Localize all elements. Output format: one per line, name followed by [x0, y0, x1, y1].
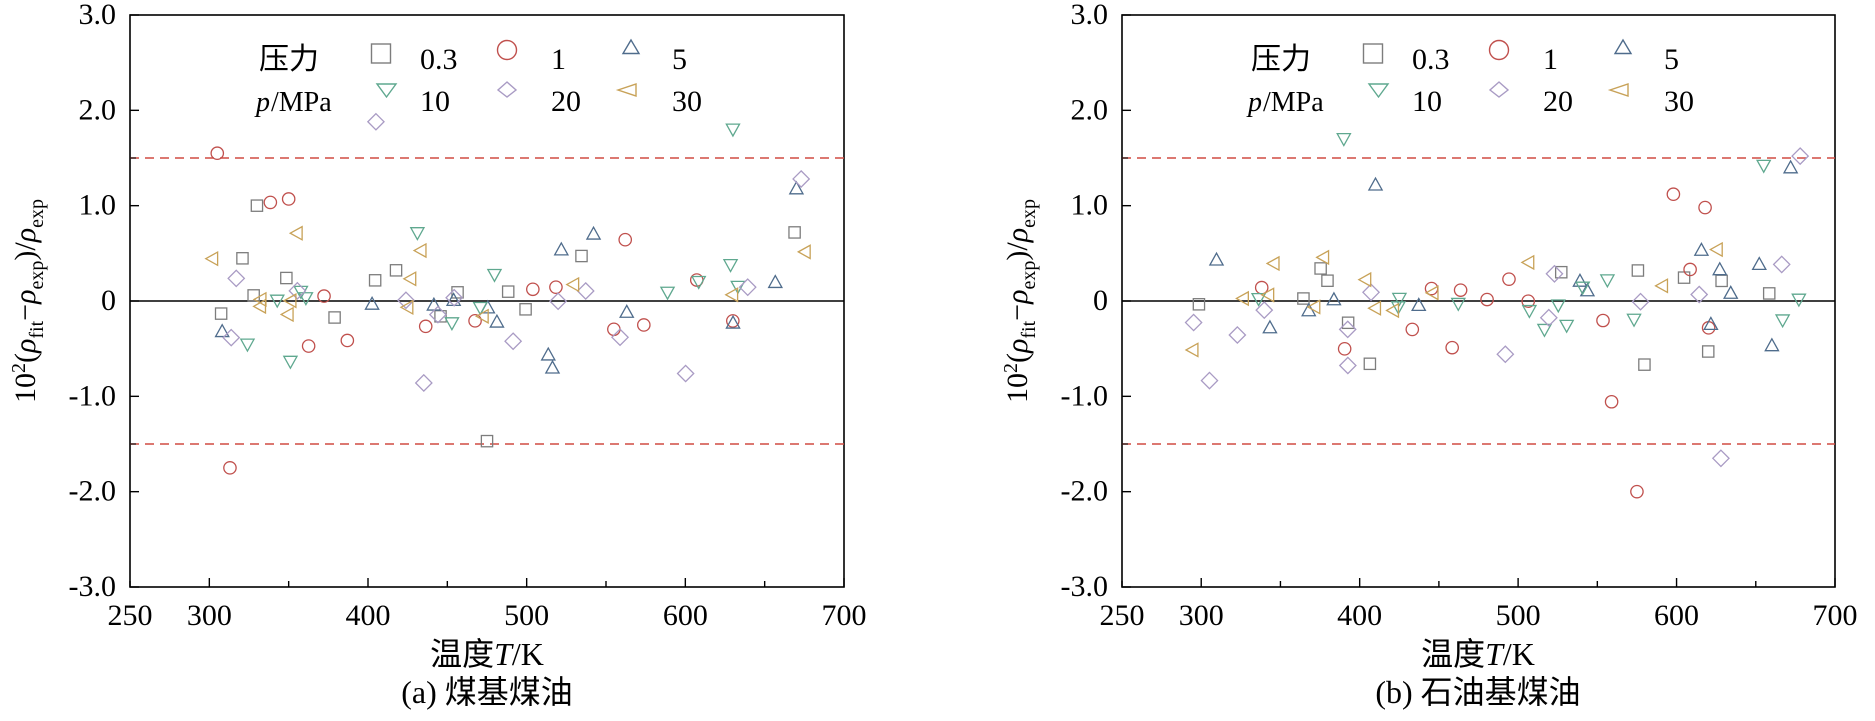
- svg-text:3.0: 3.0: [1071, 0, 1109, 31]
- svg-text:30: 30: [672, 85, 702, 118]
- svg-text:5: 5: [1664, 43, 1679, 76]
- svg-text:1.0: 1.0: [1071, 189, 1109, 222]
- svg-text:700: 700: [1813, 599, 1858, 632]
- svg-text:500: 500: [504, 599, 549, 632]
- svg-text:/MPa: /MPa: [1263, 87, 1324, 118]
- svg-text:-1.0: -1.0: [69, 379, 117, 412]
- svg-text:p: p: [1246, 87, 1262, 118]
- svg-text:250: 250: [1100, 599, 1145, 632]
- svg-text:/MPa: /MPa: [271, 87, 332, 118]
- svg-text:-2.0: -2.0: [1061, 475, 1109, 508]
- svg-text:10: 10: [1412, 85, 1442, 118]
- svg-text:30: 30: [1664, 85, 1694, 118]
- svg-text:600: 600: [663, 599, 708, 632]
- svg-text:400: 400: [1337, 599, 1382, 632]
- svg-text:2.0: 2.0: [1071, 93, 1109, 126]
- svg-text:1: 1: [551, 43, 566, 76]
- svg-text:300: 300: [1179, 599, 1224, 632]
- svg-text:-2.0: -2.0: [69, 475, 117, 508]
- svg-text:0.3: 0.3: [420, 43, 458, 76]
- svg-text:压力: 压力: [259, 43, 319, 76]
- svg-text:温度T/K: 温度T/K: [430, 636, 544, 672]
- svg-text:1: 1: [1543, 43, 1558, 76]
- svg-text:102(ρfit−ρexp)/ρexp: 102(ρfit−ρexp)/ρexp: [1000, 199, 1040, 403]
- svg-text:700: 700: [822, 599, 867, 632]
- svg-text:(b) 石油基煤油: (b) 石油基煤油: [1375, 674, 1580, 710]
- svg-text:250: 250: [108, 599, 153, 632]
- svg-text:3.0: 3.0: [79, 0, 117, 31]
- svg-text:(a) 煤基煤油: (a) 煤基煤油: [401, 674, 573, 710]
- svg-text:600: 600: [1654, 599, 1699, 632]
- svg-text:温度T/K: 温度T/K: [1421, 636, 1535, 672]
- svg-text:p: p: [254, 87, 270, 118]
- svg-text:0: 0: [101, 284, 116, 317]
- svg-text:20: 20: [1543, 85, 1573, 118]
- svg-text:0: 0: [1093, 284, 1108, 317]
- svg-text:400: 400: [346, 599, 391, 632]
- svg-text:-1.0: -1.0: [1061, 379, 1109, 412]
- svg-text:102(ρfit−ρexp)/ρexp: 102(ρfit−ρexp)/ρexp: [8, 199, 48, 403]
- svg-text:20: 20: [551, 85, 581, 118]
- svg-text:2.0: 2.0: [79, 93, 117, 126]
- svg-text:1.0: 1.0: [79, 189, 117, 222]
- svg-text:压力: 压力: [1251, 43, 1311, 76]
- svg-text:0.3: 0.3: [1412, 43, 1450, 76]
- svg-text:300: 300: [187, 599, 232, 632]
- svg-text:5: 5: [672, 43, 687, 76]
- svg-text:10: 10: [420, 85, 450, 118]
- svg-text:500: 500: [1496, 599, 1541, 632]
